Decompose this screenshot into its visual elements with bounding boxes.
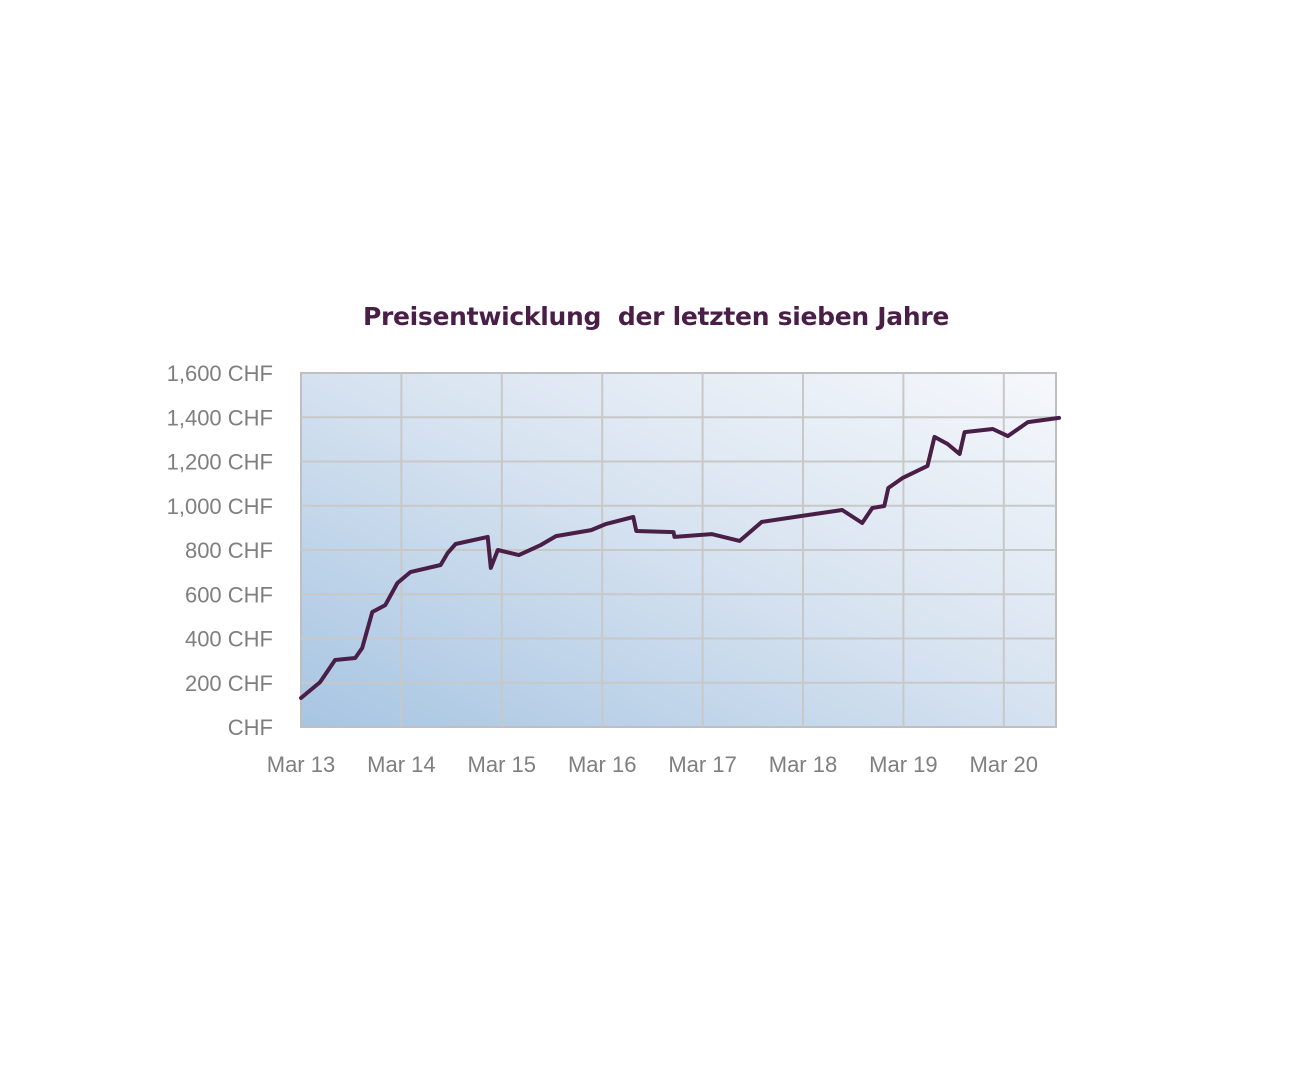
- x-tick-label: Mar 14: [367, 752, 435, 777]
- y-tick-label: 400 CHF: [185, 627, 273, 652]
- grid-lines: [301, 373, 1056, 727]
- x-tick-label: Mar 16: [568, 752, 636, 777]
- y-tick-label: 800 CHF: [185, 538, 273, 563]
- x-axis: Mar 13 Mar 14 Mar 15 Mar 16 Mar 17 Mar 18 Mar …: [267, 752, 1038, 777]
- price-line: [299, 415, 1061, 700]
- x-tick-label: Mar 17: [668, 752, 736, 777]
- x-tick-label: Mar 18: [769, 752, 837, 777]
- y-tick-label: 1,000 CHF: [167, 494, 273, 519]
- y-tick-label: 200 CHF: [185, 671, 273, 696]
- y-tick-label: 600 CHF: [185, 582, 273, 607]
- y-tick-label: 1,400 CHF: [167, 405, 273, 430]
- y-axis: CHF 200 CHF 400 CHF 600 CHF 800 CHF 1,000 CHF…: [167, 361, 273, 740]
- x-tick-label: Mar 13: [267, 752, 335, 777]
- y-tick-label: CHF: [228, 715, 273, 740]
- x-tick-label: Mar 15: [468, 752, 536, 777]
- chart-title: Preisentwicklung der letzten sieben Jahr…: [362, 302, 950, 331]
- x-tick-label: Mar 19: [869, 752, 937, 777]
- y-tick-label: 1,200 CHF: [167, 450, 273, 475]
- y-tick-label: 1,600 CHF: [167, 361, 273, 386]
- x-tick-label: Mar 20: [970, 752, 1038, 777]
